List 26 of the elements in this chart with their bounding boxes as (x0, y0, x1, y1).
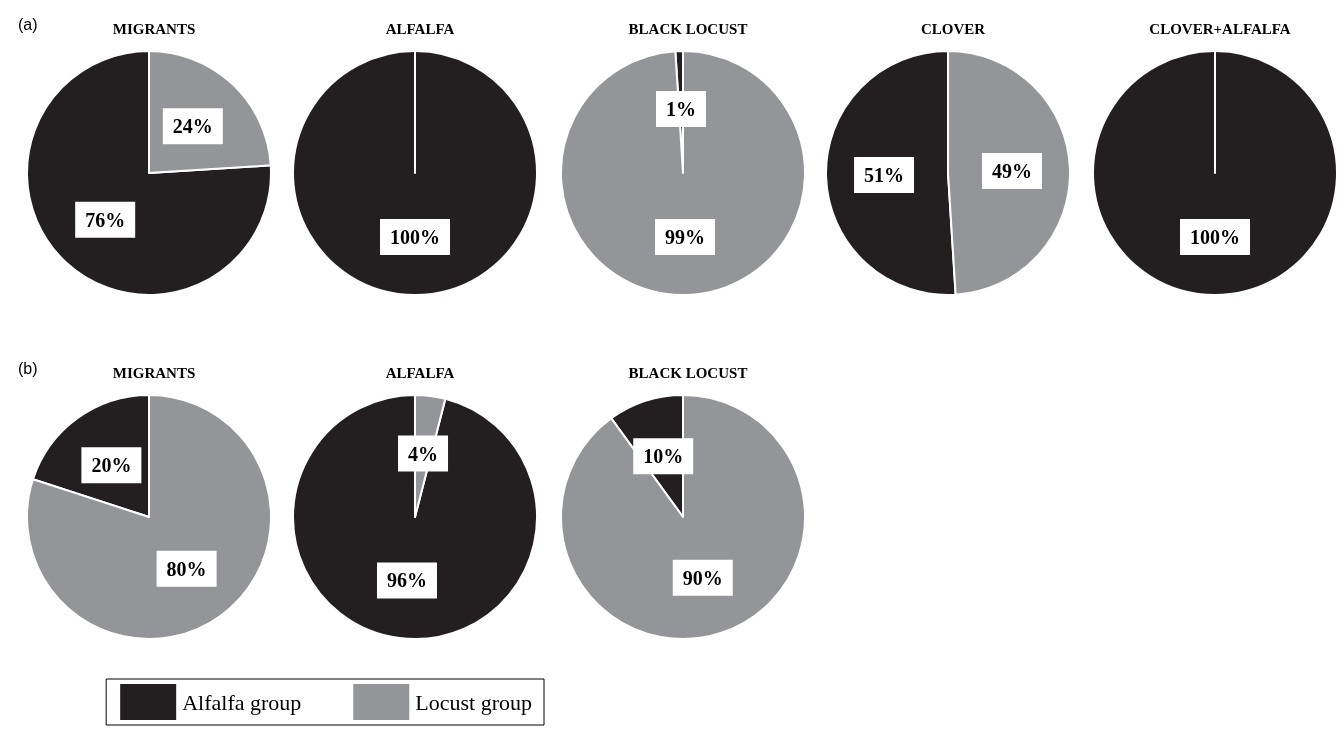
chart-title: ALFALFA (385, 20, 455, 37)
chart-title: BLACK LOCUST (628, 20, 748, 37)
data-label: 100% (1190, 226, 1240, 248)
chart-title: BLACK LOCUST (628, 364, 748, 381)
data-label: 1% (665, 98, 696, 121)
text: (b) (18, 359, 38, 377)
text: (a) (18, 15, 38, 33)
legend-label: Locust group (415, 689, 532, 715)
data-label: 10% (643, 445, 684, 468)
data-label: 20% (91, 454, 132, 477)
chart-title: ALFALFA (385, 364, 455, 381)
data-label: 24% (172, 115, 213, 138)
data-label: 100% (390, 226, 440, 248)
data-label: 96% (386, 569, 427, 592)
chart-title: MIGRANTS (112, 20, 196, 37)
data-label: 99% (665, 225, 706, 248)
data-label: 4% (408, 442, 439, 465)
chart-title: MIGRANTS (112, 364, 196, 381)
data-label: 90% (682, 566, 723, 589)
data-label: 51% (864, 164, 905, 187)
chart-title: CLOVER (920, 20, 986, 37)
legend-label: Alfalfa group (182, 689, 302, 715)
data-label: 76% (85, 208, 126, 231)
chart-title: CLOVER+ALFALFA (1149, 20, 1291, 37)
data-label: 49% (991, 159, 1032, 182)
data-label: 80% (166, 557, 207, 580)
